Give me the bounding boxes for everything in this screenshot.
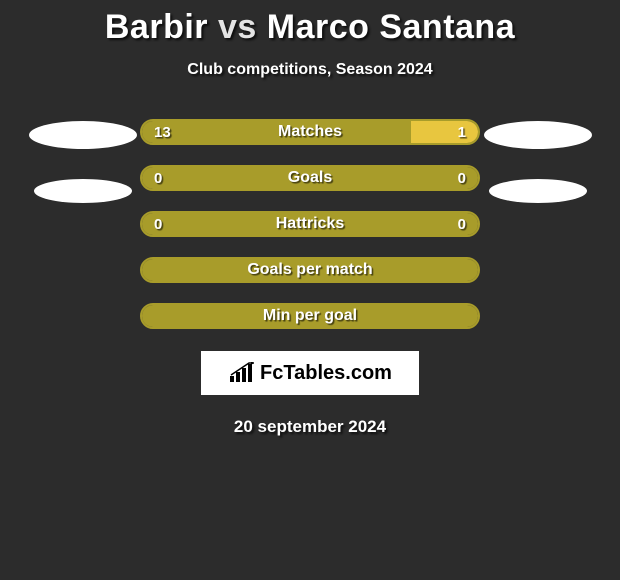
stat-bars: Matches131Goals00Hattricks00Goals per ma… <box>140 119 480 329</box>
comparison-infographic: Barbir vs Marco Santana Club competition… <box>0 0 620 437</box>
bar-value-right: 0 <box>446 213 478 235</box>
stat-bar: Hattricks0 0 <box>140 211 480 237</box>
bar-value-right: 1 <box>446 121 478 143</box>
stat-bar: Goals per match <box>140 257 480 283</box>
brand-text: FcTables.com <box>260 362 392 385</box>
subtitle: Club competitions, Season 2024 <box>187 61 432 79</box>
bar-label: Hattricks <box>142 215 478 233</box>
stat-bar: Goals0 0 <box>140 165 480 191</box>
player1-avatar <box>29 121 137 149</box>
player2-avatar <box>484 121 592 149</box>
bar-value-right: 0 <box>446 167 478 189</box>
brand: FcTables.com <box>228 362 392 385</box>
brand-chart-icon <box>228 362 256 384</box>
bar-label: Goals per match <box>142 261 478 279</box>
player2-team-badge <box>489 179 587 203</box>
bar-value-left: 13 <box>142 121 183 143</box>
chart-area: Matches131Goals00Hattricks00Goals per ma… <box>0 119 620 329</box>
title-player1: Barbir <box>105 8 208 46</box>
bar-value-left: 0 <box>142 167 174 189</box>
bar-label: Matches <box>142 123 478 141</box>
bar-label: Min per goal <box>142 307 478 325</box>
stat-bar: Min per goal <box>140 303 480 329</box>
right-side <box>480 119 595 203</box>
title-vs: vs <box>218 8 257 46</box>
left-side <box>25 119 140 203</box>
player1-team-badge <box>34 179 132 203</box>
bar-label: Goals <box>142 169 478 187</box>
page-title: Barbir vs Marco Santana <box>105 8 515 47</box>
stat-bar: Matches13 1 <box>140 119 480 145</box>
title-player2: Marco Santana <box>267 8 515 46</box>
date-label: 20 september 2024 <box>234 417 386 437</box>
brand-box: FcTables.com <box>201 351 419 395</box>
bar-value-left: 0 <box>142 213 174 235</box>
